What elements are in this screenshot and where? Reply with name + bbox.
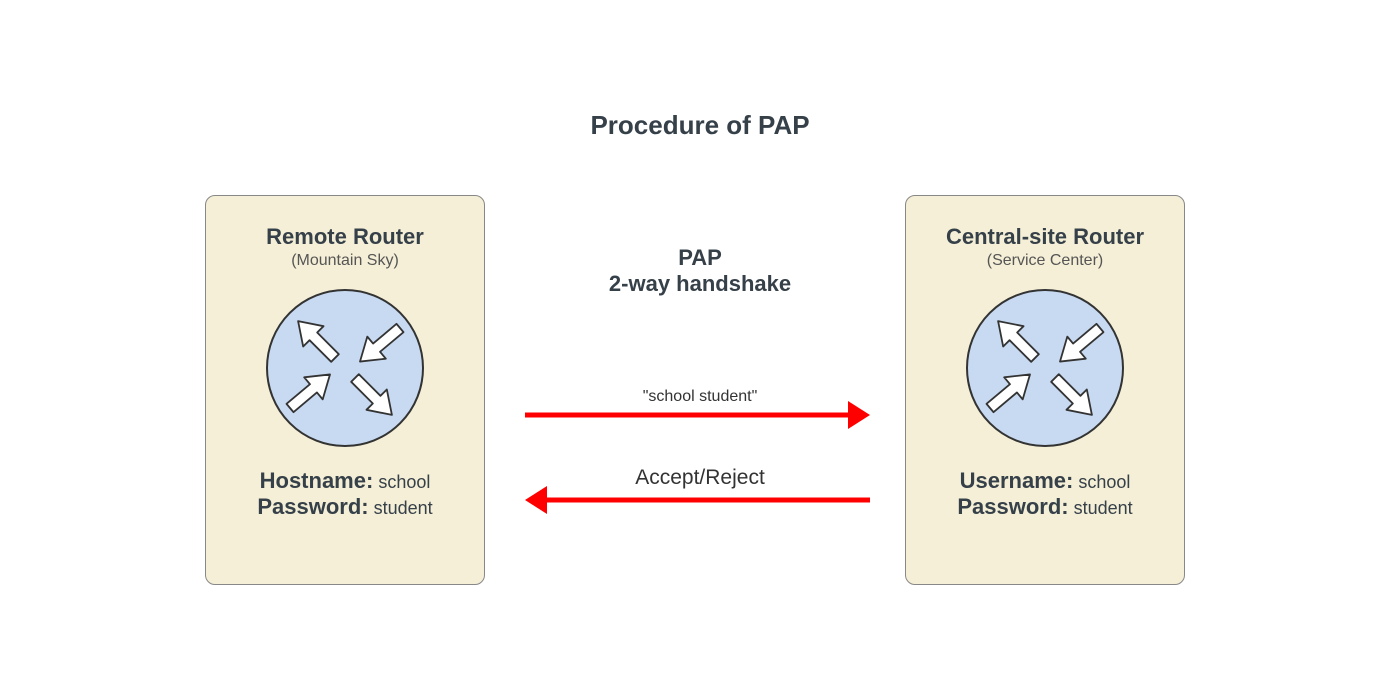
router-icon (265, 288, 425, 448)
request-arrow-icon (525, 397, 870, 433)
password-label: Password: (957, 494, 1068, 519)
username-value: school (1073, 472, 1130, 492)
hostname-value: school (373, 472, 430, 492)
remote-router-credentials: Hostname: school Password: student (206, 468, 484, 520)
handshake-line1: PAP (545, 245, 855, 271)
diagram-title: Procedure of PAP (590, 110, 809, 141)
remote-router-title: Remote Router (206, 224, 484, 250)
remote-router-subtitle: (Mountain Sky) (206, 252, 484, 270)
hostname-label: Hostname: (260, 468, 374, 493)
remote-router-box: Remote Router (Mountain Sky) Hostname: s… (205, 195, 485, 585)
handshake-line2: 2-way handshake (545, 271, 855, 297)
central-router-box: Central-site Router (Service Center) Use… (905, 195, 1185, 585)
username-label: Username: (960, 468, 1074, 493)
handshake-caption: PAP 2-way handshake (545, 245, 855, 297)
central-router-title: Central-site Router (906, 224, 1184, 250)
password-label: Password: (257, 494, 368, 519)
password-value: student (1069, 498, 1133, 518)
response-arrow-icon (525, 482, 870, 518)
central-router-subtitle: (Service Center) (906, 252, 1184, 270)
password-value: student (369, 498, 433, 518)
central-router-credentials: Username: school Password: student (906, 468, 1184, 520)
router-icon (965, 288, 1125, 448)
